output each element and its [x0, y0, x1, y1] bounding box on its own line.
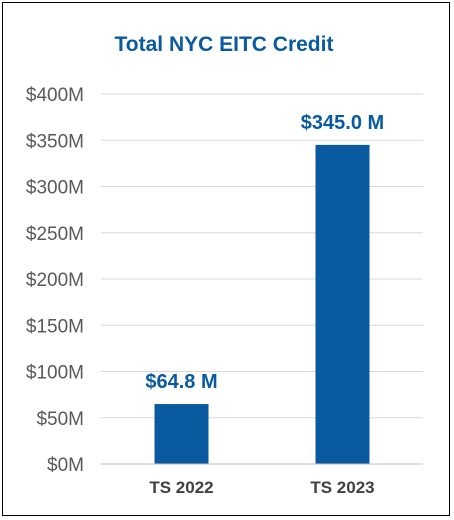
bar — [154, 404, 209, 464]
data-label: $345.0 M — [301, 112, 384, 134]
y-tick-label: $150M — [26, 316, 84, 337]
y-tick-label: $300M — [26, 178, 84, 199]
x-axis-ticks: TS 2022 TS 2023 — [149, 478, 374, 497]
y-tick-label: $100M — [26, 363, 84, 384]
y-tick-label: $50M — [36, 409, 84, 430]
chart-title: Total NYC EITC Credit — [115, 33, 334, 56]
y-tick-label: $0M — [47, 455, 84, 476]
data-labels: $64.8 M $345.0 M — [145, 112, 384, 393]
bars — [154, 144, 370, 464]
y-tick-label: $350M — [26, 131, 84, 152]
x-tick-label: TS 2023 — [310, 478, 374, 497]
data-label: $64.8 M — [145, 371, 217, 393]
x-tick-label: TS 2022 — [149, 478, 213, 497]
bar — [315, 144, 370, 464]
chart-frame — [2, 2, 450, 516]
y-tick-label: $250M — [26, 224, 84, 245]
y-axis-ticks: $0M $50M $100M $150M $200M $250M $300M $350M $40… — [26, 85, 84, 476]
gridlines — [101, 93, 423, 419]
y-tick-label: $400M — [26, 85, 84, 106]
y-tick-label: $200M — [26, 270, 84, 291]
